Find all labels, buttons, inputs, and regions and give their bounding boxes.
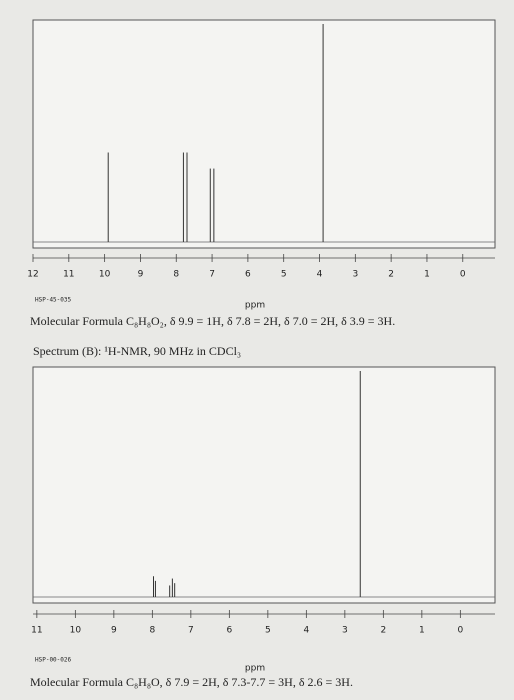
x-tick-label: 0 bbox=[460, 270, 466, 280]
plot-frame bbox=[32, 366, 496, 604]
x-tick-label: 3 bbox=[352, 270, 358, 280]
x-tick-label: 4 bbox=[317, 270, 323, 280]
x-tick-label: 1 bbox=[424, 270, 430, 280]
spectrum-code: HSP-00-026 bbox=[35, 657, 72, 664]
x-tick-label: 2 bbox=[388, 270, 394, 280]
x-tick-label: 5 bbox=[281, 270, 287, 280]
x-tick-label: 10 bbox=[99, 270, 111, 280]
x-tick-label: 2 bbox=[380, 626, 386, 636]
x-tick-label: 9 bbox=[138, 270, 144, 280]
x-tick-label: 5 bbox=[265, 626, 271, 636]
caption: Molecular Formula C₈H₈O₂, δ 9.9 = 1H, δ … bbox=[30, 314, 395, 328]
x-tick-label: 10 bbox=[70, 626, 82, 636]
x-tick-label: 7 bbox=[209, 270, 215, 280]
plot-frame bbox=[32, 19, 496, 249]
x-tick-label: 8 bbox=[173, 270, 179, 280]
x-tick-label: 7 bbox=[188, 626, 194, 636]
x-tick-label: 6 bbox=[226, 626, 232, 636]
x-tick-label: 3 bbox=[342, 626, 348, 636]
x-axis-label: ppm bbox=[245, 664, 265, 674]
spectrum-code: HSP-45-035 bbox=[35, 297, 72, 304]
caption: Molecular Formula C₈H₈O, δ 7.9 = 2H, δ 7… bbox=[30, 675, 353, 689]
x-tick-label: 6 bbox=[245, 270, 251, 280]
x-tick-label: 0 bbox=[457, 626, 463, 636]
x-tick-label: 9 bbox=[111, 626, 117, 636]
x-tick-label: 12 bbox=[27, 270, 38, 280]
spectrum-title: Spectrum (B): ¹H-NMR, 90 MHz in CDCl₃ bbox=[33, 344, 241, 358]
x-tick-label: 11 bbox=[63, 270, 74, 280]
x-tick-label: 11 bbox=[31, 626, 42, 636]
x-axis-label: ppm bbox=[245, 301, 265, 311]
x-tick-label: 1 bbox=[419, 626, 425, 636]
x-tick-label: 8 bbox=[149, 626, 155, 636]
x-tick-label: 4 bbox=[303, 626, 309, 636]
